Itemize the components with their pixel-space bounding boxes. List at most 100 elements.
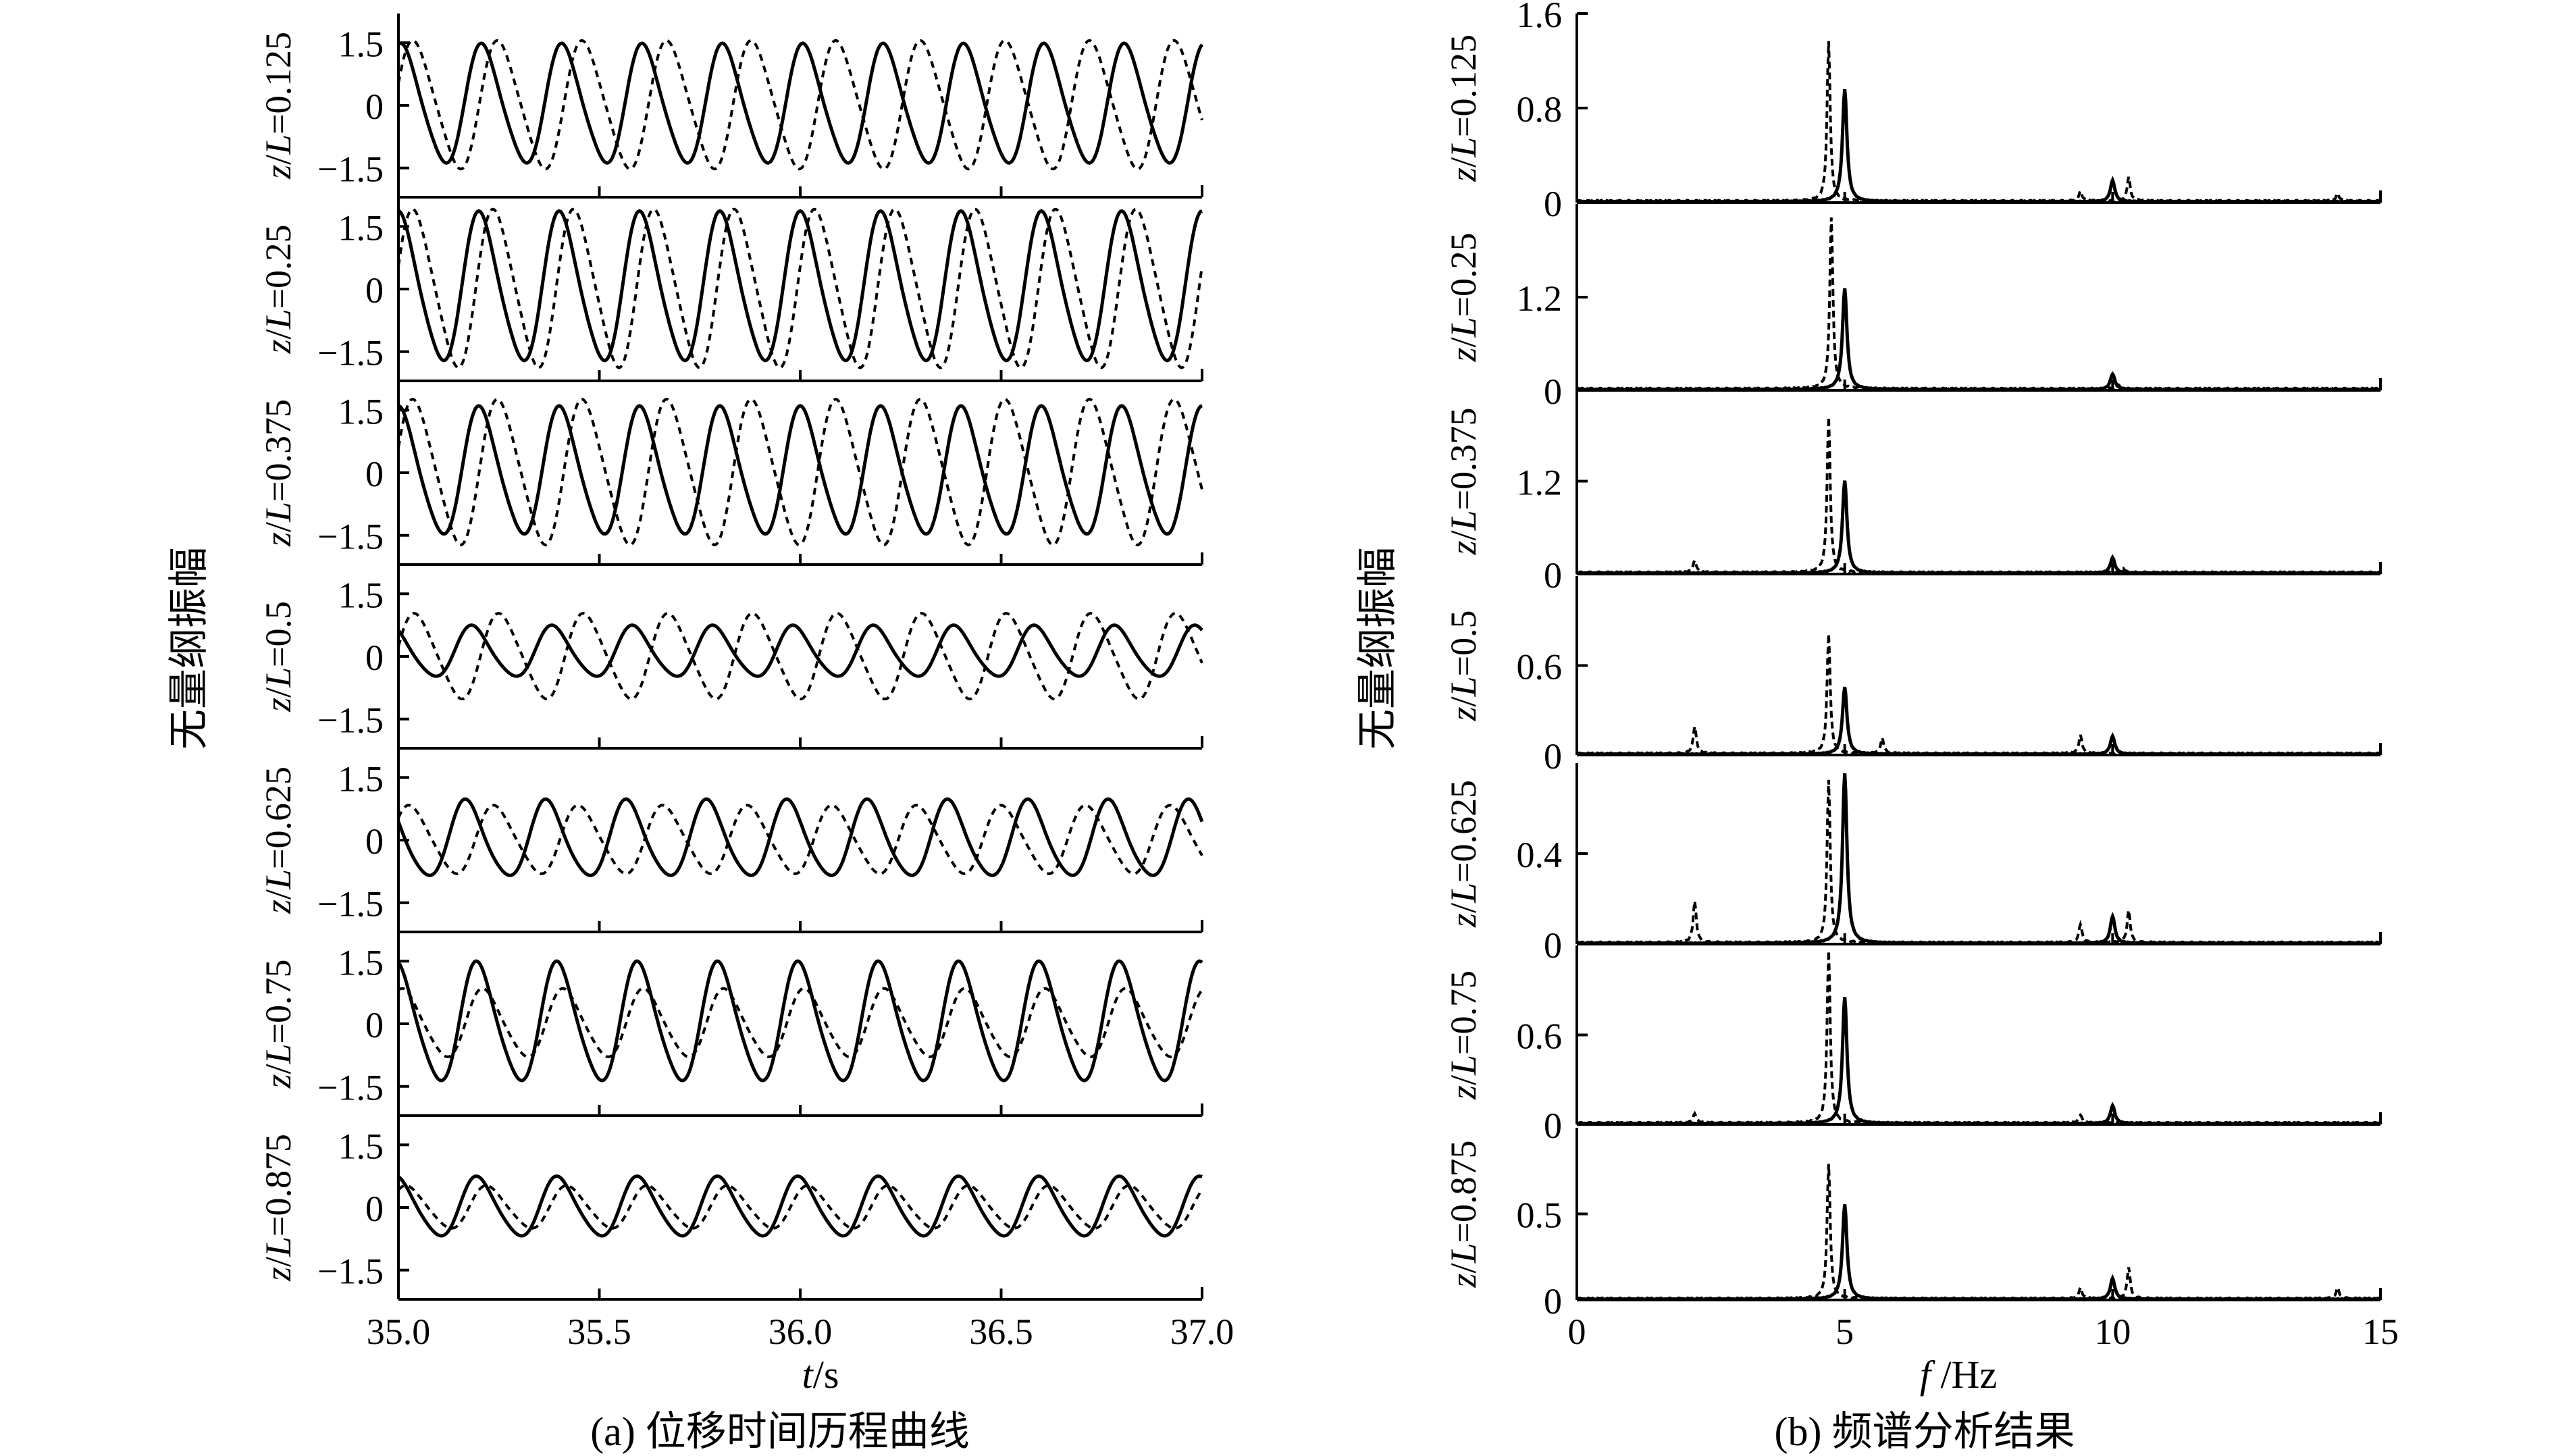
y-tick-label: 0 bbox=[365, 638, 384, 678]
y-tick-label: 1.5 bbox=[338, 942, 384, 983]
series-solid bbox=[1576, 288, 2381, 392]
spectrum-subplot-6: 0 0.6 z/L=0.75 bbox=[1443, 945, 2382, 1146]
subplot-label: z/L=0.375 bbox=[258, 399, 298, 547]
subplot-label: z/L=0.75 bbox=[258, 959, 298, 1089]
y-tick-label: −1.5 bbox=[317, 1068, 384, 1108]
y-tick-label: 1.5 bbox=[338, 575, 384, 615]
y-tick-label: 1.5 bbox=[338, 1126, 384, 1166]
time-subplot-6: 1.5 0 −1.5 z/L=0.75 bbox=[258, 932, 1203, 1117]
y-tick-label: 1.5 bbox=[338, 24, 384, 64]
series-dashed bbox=[1576, 633, 2381, 756]
x-tick-label: 0 bbox=[1568, 1311, 1586, 1352]
y-tick-label-zero: 0 bbox=[1544, 1281, 1562, 1322]
x-tick-label: 10 bbox=[2094, 1311, 2131, 1352]
y-tick-label: −1.5 bbox=[317, 149, 384, 190]
y-tick-label: −1.5 bbox=[317, 517, 384, 557]
y-tick-label: 0 bbox=[1544, 371, 1562, 412]
spectrum-subplot-3: 0 1.2 z/L=0.375 bbox=[1443, 388, 2382, 596]
y-tick-label: 0.6 bbox=[1517, 647, 1563, 687]
series-dashed bbox=[397, 398, 1203, 546]
y-tick-label: 0 bbox=[365, 1005, 384, 1045]
subplot-label: z/L=0.125 bbox=[258, 32, 298, 180]
series-solid bbox=[398, 209, 1203, 363]
series-dashed bbox=[1576, 779, 2381, 945]
series-solid bbox=[396, 959, 1203, 1083]
y-tick-label: −1.5 bbox=[317, 333, 384, 373]
series-dashed bbox=[397, 987, 1203, 1058]
x-tick-label: 36.5 bbox=[969, 1311, 1033, 1352]
spectrum-subplot-4: 0 0.6 z/L=0.5 bbox=[1443, 576, 2382, 777]
y-tick-label: 0 bbox=[1544, 555, 1562, 596]
series-solid bbox=[1576, 997, 2381, 1126]
series-solid bbox=[1576, 686, 2381, 756]
y-tick-label: 0.5 bbox=[1517, 1195, 1563, 1236]
series-solid bbox=[397, 41, 1204, 165]
series-dashed bbox=[1576, 41, 2380, 203]
spectrum-subplot-5: 0 0.4 z/L=0.625 bbox=[1443, 763, 2382, 966]
panel-b-caption: (b) 频谱分析结果 bbox=[1775, 1409, 2075, 1454]
series-dashed bbox=[397, 612, 1203, 701]
subplot-label: z/L=0.5 bbox=[258, 601, 298, 712]
subplot-label: z/L=0.25 bbox=[258, 224, 298, 354]
time-subplot-5: 1.5 0 −1.5 z/L=0.625 bbox=[258, 748, 1204, 933]
y-tick-label: 0 bbox=[365, 821, 384, 862]
x-tick-label: 35.5 bbox=[567, 1311, 631, 1352]
panel-a-time-history: 1.5 0 −1.5 z/L=0.125 1.5 0 −1.5 z/L=0.25 1.5 0 −1.… bbox=[258, 14, 1234, 1352]
y-tick-label: 1.5 bbox=[338, 758, 384, 799]
panel-b-xlabel: f /Hz bbox=[1920, 1353, 1997, 1397]
subplot-label: z/L=0.75 bbox=[1443, 970, 1484, 1100]
x-tick-label: 35.0 bbox=[367, 1311, 431, 1352]
series-dashed bbox=[1576, 217, 2381, 391]
time-subplot-2: 1.5 0 −1.5 z/L=0.25 bbox=[258, 197, 1203, 382]
subplot-label: z/L=0.125 bbox=[1443, 34, 1484, 182]
subplot-label: z/L=0.25 bbox=[1443, 232, 1484, 362]
series-dashed bbox=[397, 1184, 1203, 1230]
time-subplot-3: 1.5 0 −1.5 z/L=0.375 bbox=[258, 381, 1203, 566]
series-solid bbox=[397, 1174, 1203, 1238]
series-solid bbox=[398, 404, 1203, 536]
y-tick-label: 0 bbox=[365, 86, 384, 127]
y-tick-label: 0 bbox=[1544, 736, 1562, 777]
y-tick-label: 0.8 bbox=[1517, 89, 1563, 130]
x-tick-label: 5 bbox=[1835, 1311, 1854, 1352]
spectrum-subplot-2: 0 1.2 z/L=0.25 bbox=[1443, 204, 2382, 412]
panel-b-xlabel-unit: /Hz bbox=[1931, 1353, 1997, 1397]
subplot-label: z/L=0.5 bbox=[1443, 610, 1484, 721]
subplot-label: z/L=0.875 bbox=[258, 1134, 298, 1282]
y-tick-label: 1.5 bbox=[338, 207, 384, 248]
y-tick-label: −1.5 bbox=[317, 1251, 384, 1292]
panel-a-xlabel-unit: /s bbox=[813, 1353, 839, 1397]
y-tick-label: 0 bbox=[1544, 925, 1562, 966]
y-tick-label: 0 bbox=[365, 270, 384, 311]
time-subplot-1: 1.5 0 −1.5 z/L=0.125 bbox=[258, 14, 1204, 199]
y-tick-label: 0.6 bbox=[1517, 1016, 1563, 1057]
y-tick-label: −1.5 bbox=[317, 884, 384, 925]
y-tick-label: 1.2 bbox=[1517, 278, 1563, 319]
series-dashed bbox=[1576, 950, 2381, 1125]
panel-b-spectrum: 0 0.8 1.6 z/L=0.125 0 1.2 z/L=0.25 0 1.2 z/L=0.37… bbox=[1443, 0, 2399, 1352]
subplot-label: z/L=0.375 bbox=[1443, 407, 1484, 555]
x-tick-label: 36.0 bbox=[769, 1311, 833, 1352]
y-tick-label: 0 bbox=[365, 1189, 384, 1229]
y-tick-label: 1.2 bbox=[1517, 463, 1563, 503]
subplot-label: z/L=0.875 bbox=[1443, 1140, 1484, 1288]
x-tick-label: 15 bbox=[2362, 1311, 2399, 1352]
panel-b-ylabel: 无量纲振幅 bbox=[1355, 547, 1400, 750]
panel-a-xlabel-var: t bbox=[802, 1353, 814, 1397]
y-tick-label: 0.4 bbox=[1517, 835, 1563, 875]
series-solid bbox=[1576, 88, 2380, 204]
series-solid bbox=[1576, 480, 2381, 575]
series-solid bbox=[1576, 773, 2381, 945]
series-dashed bbox=[397, 207, 1203, 369]
y-tick-label: 0 bbox=[1544, 1106, 1562, 1146]
y-tick-label: 0 bbox=[365, 454, 384, 494]
panel-a-ylabel: 无量纲振幅 bbox=[167, 547, 211, 750]
spectrum-subplot-1: 0 0.8 1.6 z/L=0.125 bbox=[1443, 0, 2382, 224]
series-dashed bbox=[397, 38, 1203, 171]
time-subplot-7: 1.5 0 −1.5 z/L=0.875 bbox=[258, 1116, 1203, 1301]
y-tick-label: 1.6 bbox=[1517, 0, 1563, 35]
y-tick-label: −1.5 bbox=[317, 700, 384, 741]
subplot-label: z/L=0.625 bbox=[258, 766, 298, 914]
time-subplot-4: 1.5 0 −1.5 z/L=0.5 bbox=[258, 565, 1203, 750]
